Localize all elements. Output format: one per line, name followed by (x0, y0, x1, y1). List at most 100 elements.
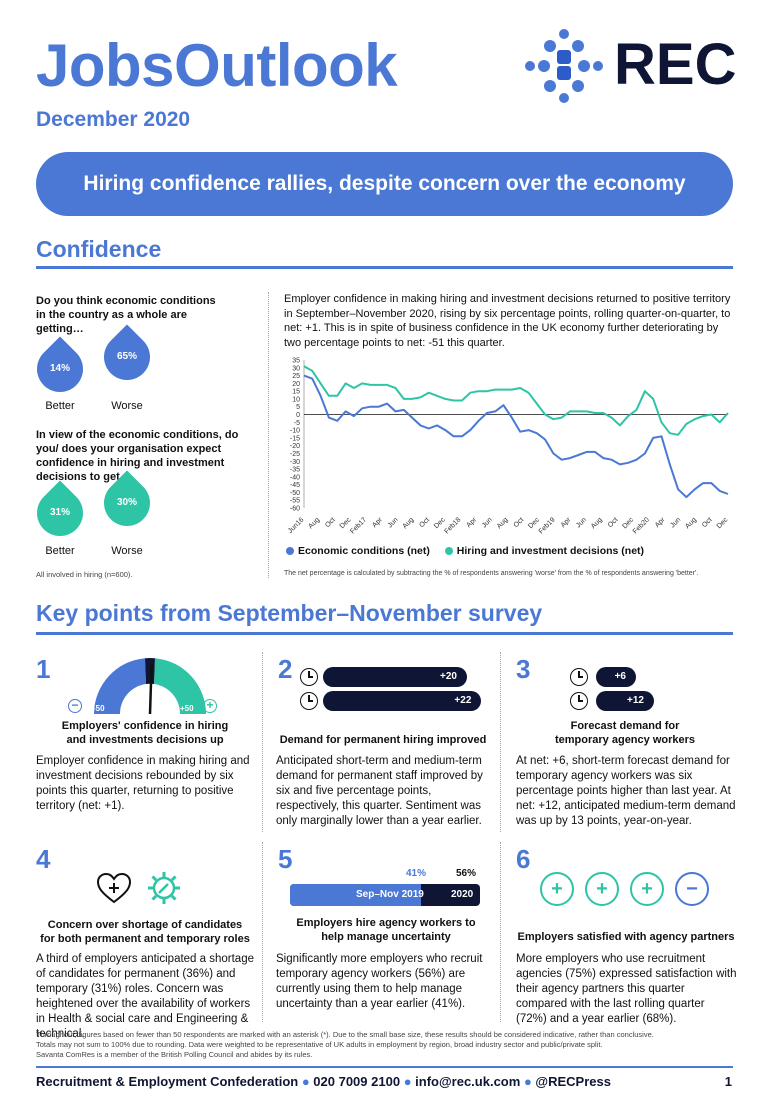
y-tick-label: 5 (296, 404, 300, 411)
kp4-text: A third of employers anticipated a short… (36, 953, 254, 1040)
label-econ-better: Better (45, 400, 75, 412)
y-tick-label: -60 (290, 506, 300, 513)
chart-intro: Employer confidence in making hiring and… (284, 293, 731, 349)
footer: Recruitment & Employment Confederation ●… (36, 1074, 736, 1089)
drop-hiring-better: 31% (27, 480, 93, 546)
footer-phone: 020 7009 2100 (313, 1074, 401, 1089)
footnote-1: Throughout, figures based on fewer than … (36, 1030, 654, 1039)
kp-divider-2 (500, 652, 501, 832)
x-tick-label: Oct (324, 516, 337, 529)
footer-email[interactable]: info@rec.uk.com (415, 1074, 521, 1089)
kp1-minus-icon: − (68, 699, 82, 713)
footer-rule (36, 1066, 733, 1068)
kp4-number: 4 (36, 844, 51, 874)
y-tick-label: 30 (292, 365, 300, 372)
footnote-2: Totals may not sum to 100% due to roundi… (36, 1040, 603, 1049)
footnote-3: Savanta ComRes is a member of the Britis… (36, 1050, 313, 1059)
y-tick-label: 10 (292, 396, 300, 403)
legend-hiring: Hiring and investment decisions (net) (444, 545, 644, 557)
footer-twitter[interactable]: @RECPress (535, 1074, 611, 1089)
kp1-plus-icon: + (203, 699, 217, 713)
x-tick-label: Aug (684, 516, 698, 530)
kp3-short-clock-icon (570, 668, 588, 686)
kp3-medium-bar: +12 (596, 691, 654, 711)
headline-banner: Hiring confidence rallies, despite conce… (36, 152, 733, 216)
confidence-heading: Confidence (36, 236, 162, 262)
kp6-caption: Employers satisfied with agency partners (517, 931, 735, 943)
x-tick-label: Jun (669, 516, 682, 529)
question-economic: Do you think economic conditions in the … (36, 295, 216, 335)
x-tick-label: Aug (307, 516, 321, 530)
drop-econ-worse: 65% (94, 324, 160, 390)
heart-plus-icon (96, 872, 132, 904)
dissatisfied-minus-icon: − (675, 872, 709, 906)
gear-wrench-icon (148, 872, 180, 904)
kp-divider-1 (262, 652, 263, 832)
y-tick-label: 0 (296, 412, 300, 419)
x-tick-label: Apr (371, 516, 384, 529)
question-hiring: In view of the economic conditions, do y… (36, 429, 239, 483)
x-tick-label: Aug (590, 516, 604, 530)
kp3-caption: Forecast demand for temporary agency wor… (555, 720, 696, 746)
kp5-pct-2019: 41% (406, 868, 427, 879)
kp2-number: 2 (278, 654, 293, 684)
series-hiring-line (303, 365, 729, 436)
series-economic-line (303, 374, 729, 499)
x-tick-label: Jun16 (287, 516, 306, 535)
x-tick-label: Apr (560, 516, 573, 529)
y-tick-label: 35 (292, 358, 300, 365)
page-number: 1 (724, 1074, 732, 1089)
y-tick-label: -45 (290, 482, 300, 489)
issue-date: December 2020 (36, 108, 191, 131)
drop-hiring-worse: 30% (94, 470, 160, 536)
kp1-gauge (93, 657, 206, 715)
chart-legend: Economic conditions (net) Hiring and inv… (286, 545, 644, 557)
x-tick-label: Aug (402, 516, 416, 530)
x-tick-label: Apr (654, 516, 667, 529)
kp2-medium-clock-icon (300, 692, 318, 710)
x-tick-label: Aug (496, 516, 510, 530)
rec-logo: REC (522, 26, 737, 106)
x-tick-label: Jun (387, 516, 400, 529)
kp-divider-4 (500, 842, 501, 1022)
y-tick-label: -5 (294, 420, 300, 427)
kp3-medium-clock-icon (570, 692, 588, 710)
footer-org: Recruitment & Employment Confederation (36, 1074, 299, 1089)
y-tick-label: 25 (292, 373, 300, 380)
kp5-caption: Employers hire agency workers to help ma… (296, 917, 476, 943)
kp2-short-clock-icon (300, 668, 318, 686)
chart-note: The net percentage is calculated by subt… (284, 570, 699, 577)
kp2-medium-bar: +22 (323, 691, 482, 711)
kp3-number: 3 (516, 654, 531, 684)
x-tick-label: Feb18 (443, 516, 462, 535)
footer-sep-3: ● (523, 1074, 536, 1089)
keypoints-rule (36, 632, 733, 635)
confidence-divider (268, 292, 269, 578)
kp5-text: Significantly more employers who recruit… (276, 953, 483, 1010)
confidence-rule (36, 266, 733, 269)
kp2-text: Anticipated short-term and medium-term d… (276, 755, 483, 827)
kp5-label-2020: 2020 (451, 889, 474, 900)
kp1-number: 1 (36, 654, 51, 684)
x-tick-label: Oct (701, 516, 714, 529)
y-tick-label: -55 (290, 498, 300, 505)
x-tick-label: Feb19 (538, 516, 557, 535)
kp2-short-bar: +20 (323, 667, 467, 687)
kp1-text: Employer confidence in making hiring and… (36, 755, 250, 812)
y-tick-label: 15 (292, 389, 300, 396)
x-tick-label: Dec (716, 516, 730, 530)
y-tick-label: -35 (290, 467, 300, 474)
footer-sep-2: ● (403, 1074, 416, 1089)
page-title: JobsOutlook (36, 32, 398, 99)
kp4-caption: Concern over shortage of candidates for … (40, 919, 250, 945)
x-tick-label: Oct (418, 516, 431, 529)
kp2-caption: Demand for permanent hiring improved (279, 734, 487, 746)
keypoints-heading: Key points from September–November surve… (36, 600, 543, 626)
kp5-number: 5 (278, 844, 293, 874)
y-tick-label: -40 (290, 474, 300, 481)
kp3-text: At net: +6, short-term forecast demand f… (516, 755, 736, 827)
drop-econ-better: 14% (27, 336, 93, 402)
x-tick-label: Feb20 (632, 516, 651, 535)
kp1-gauge-min: -50 (93, 704, 105, 713)
kp5-bar-2019 (290, 884, 421, 906)
